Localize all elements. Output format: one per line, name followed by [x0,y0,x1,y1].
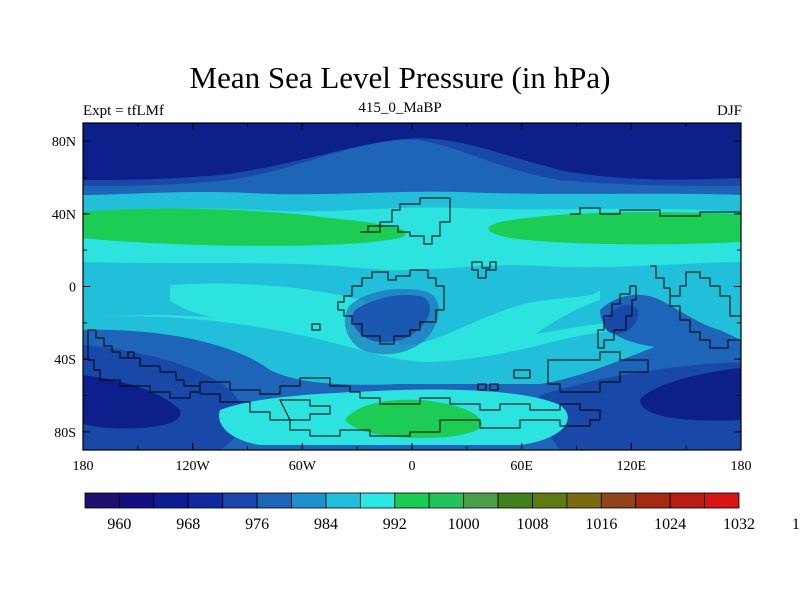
colorbar-label: 1024 [654,516,686,533]
colorbar-swatch [635,492,671,509]
colorbar-label: 1000 [448,516,480,533]
indian-ocean-coast [547,351,649,393]
colorbar-label: 992 [383,516,407,533]
colorbar-swatch [428,492,465,509]
australia-coast [597,285,637,349]
colorbar-label: 984 [314,516,338,533]
lat-tick-label: 0 [69,281,76,296]
colorbar-swatch [704,492,740,509]
colorbar-swatch [669,492,705,509]
axis-ticks: 180 120W 60W 0 60E 120E 180 80N 40N 0 40S 80S [52,123,752,474]
coastlines [87,197,741,437]
north-atlantic-coast [360,197,451,245]
experiment-label: Expt = tfLMf [83,103,164,119]
sh-deep-blue-pacific [83,368,741,429]
colorbar-swatch [394,492,430,509]
antarctic-inner-coast [279,399,331,421]
colorbar-swatch [291,492,327,509]
colorbar-swatch [532,492,568,509]
colorbar-swatch [222,492,258,509]
colorbar-swatch [153,492,189,509]
pressure-field [83,123,741,450]
chart-title: Mean Sea Level Pressure (in hPa) [189,60,611,95]
colorbar-swatch [566,492,602,509]
season-label: DJF [716,103,742,119]
colorbar-label: 1040 [792,516,800,533]
lat-tick-label: 40S [54,353,76,368]
colorbar-label: 960 [107,516,131,533]
sh-dark-blue-band [83,345,741,450]
colorbar-label: 1008 [516,516,548,533]
lon-tick-label: 180 [73,459,94,474]
lon-tick-label: 60W [289,459,317,474]
colorbar-swatch [600,492,637,509]
lon-tick-label: 180 [731,459,752,474]
lon-tick-label: 60E [510,459,533,474]
lat-tick-label: 80N [52,135,76,150]
east-australia-coast [650,265,741,349]
west-africa-coast [337,269,445,345]
lon-tick-label: 120W [176,459,211,474]
nh-deep-blue-band [83,123,741,180]
colorbar-label: 1032 [723,516,755,533]
small-island-3 [477,383,499,391]
lat-tick-label: 40N [52,208,76,223]
colorbar-swatch [187,492,224,509]
colorbar-swatch [119,492,155,509]
antarctic-coast [199,377,601,437]
antarctic-peninsula [513,369,531,379]
east-asia-coast [471,261,497,279]
colorbar-swatch [84,492,120,509]
antarctic-green-high [345,399,482,438]
small-island-1 [311,323,321,331]
greenland-arctic-coast [570,207,741,217]
lat-tick-label: 80S [54,426,76,441]
colorbar-swatch [256,492,292,509]
lon-tick-label: 120E [617,459,647,474]
south-america-coast [87,329,201,399]
colorbar-swatch [463,492,499,509]
south-america-low-outer [344,288,439,355]
colorbar: 960 968 976 984 992 1000 1008 1016 1024 1032 1040 [84,492,800,533]
lon-tick-label: 0 [409,459,416,474]
colorbar-swatch [359,492,396,509]
north-pacific-high [488,212,741,245]
colorbar-swatch [497,492,533,509]
north-atlantic-high [83,208,407,246]
small-island-2 [127,351,135,359]
australia-low-core [604,304,639,334]
time-label: 415_0_MaBP [358,100,442,116]
colorbar-label: 976 [245,516,269,533]
colorbar-label: 1016 [585,516,617,533]
colorbar-swatch [325,492,361,509]
colorbar-label: 968 [176,516,200,533]
